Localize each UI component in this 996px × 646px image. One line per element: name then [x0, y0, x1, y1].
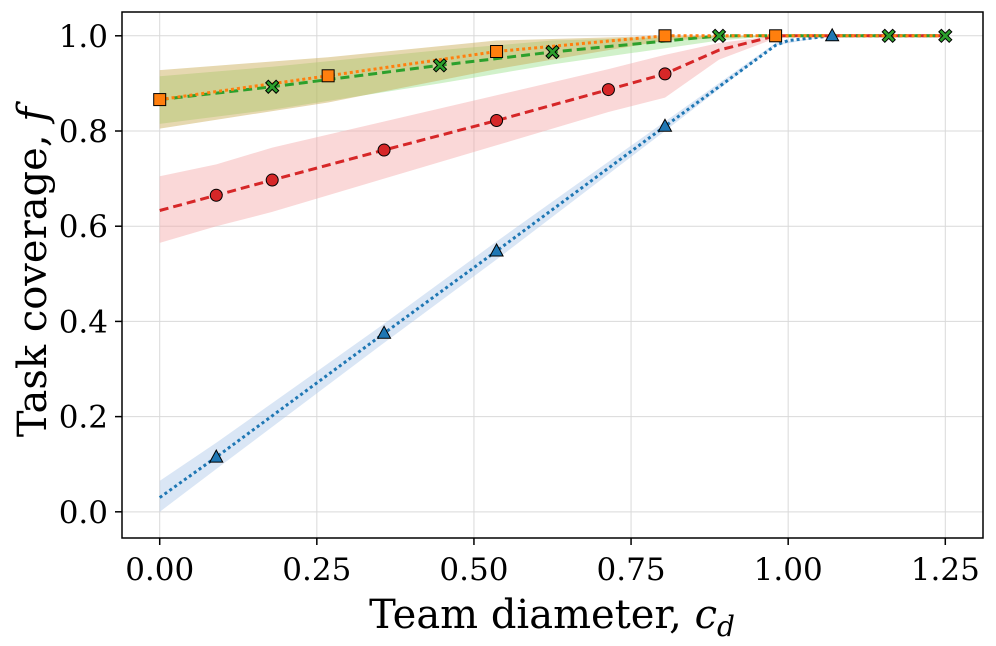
y-tick-label: 0.6: [59, 209, 108, 245]
red-circle-marker: [209, 188, 223, 202]
y-axis-label: Task coverage, f: [10, 101, 56, 437]
blue-triangle-marker: [208, 449, 224, 463]
y-tick-label: 0.0: [59, 495, 108, 531]
red-circle-marker: [601, 83, 615, 97]
orange-square-marker: [153, 93, 167, 107]
blue-triangle-marker: [824, 27, 840, 42]
x-axis-label: Team diameter, cd: [369, 592, 735, 643]
x-tick-label: 0.75: [597, 552, 666, 588]
grid-lines: [122, 12, 983, 538]
x-tick-label: 1.00: [754, 552, 823, 588]
red-circle-marker: [658, 67, 672, 81]
green-x-marker: [711, 28, 727, 44]
green-x-marker: [881, 28, 896, 44]
axis-ticks: 0.00 0.25 0.50 0.75 1.00 1.25 0.0 0.2 0.4 0.6 0.8 1…: [59, 19, 980, 588]
y-tick-label: 0.8: [59, 114, 108, 150]
x-tick-label: 0.50: [439, 552, 508, 588]
red-circle-marker: [377, 143, 391, 157]
y-tick-label: 0.4: [59, 304, 108, 340]
orange-square-band: [159, 35, 946, 129]
x-tick-label: 0.00: [125, 552, 194, 588]
green-x-marker: [264, 79, 280, 94]
plot-frame: [121, 11, 984, 539]
confidence-bands: [159, 35, 946, 512]
y-tick-label: 0.2: [59, 400, 108, 436]
red-circle-marker: [265, 173, 279, 187]
x-tick-label: 1.25: [911, 552, 980, 588]
orange-square-marker: [321, 69, 335, 83]
blue-triangle-marker: [376, 325, 392, 339]
red-circle-marker: [490, 114, 504, 128]
series-markers: [153, 27, 953, 463]
blue-triangle-marker: [489, 242, 504, 257]
y-tick-label: 1.0: [59, 19, 108, 55]
x-tick-label: 0.25: [282, 552, 351, 588]
green-x-marker: [432, 58, 448, 73]
green-x-marker: [938, 28, 953, 44]
orange-square-marker: [490, 45, 504, 59]
red-circle-band: [159, 35, 946, 243]
orange-square-marker: [769, 29, 783, 43]
orange-square-marker: [658, 29, 672, 43]
blue-triangle-marker: [657, 118, 673, 132]
green-x-marker: [545, 44, 560, 60]
